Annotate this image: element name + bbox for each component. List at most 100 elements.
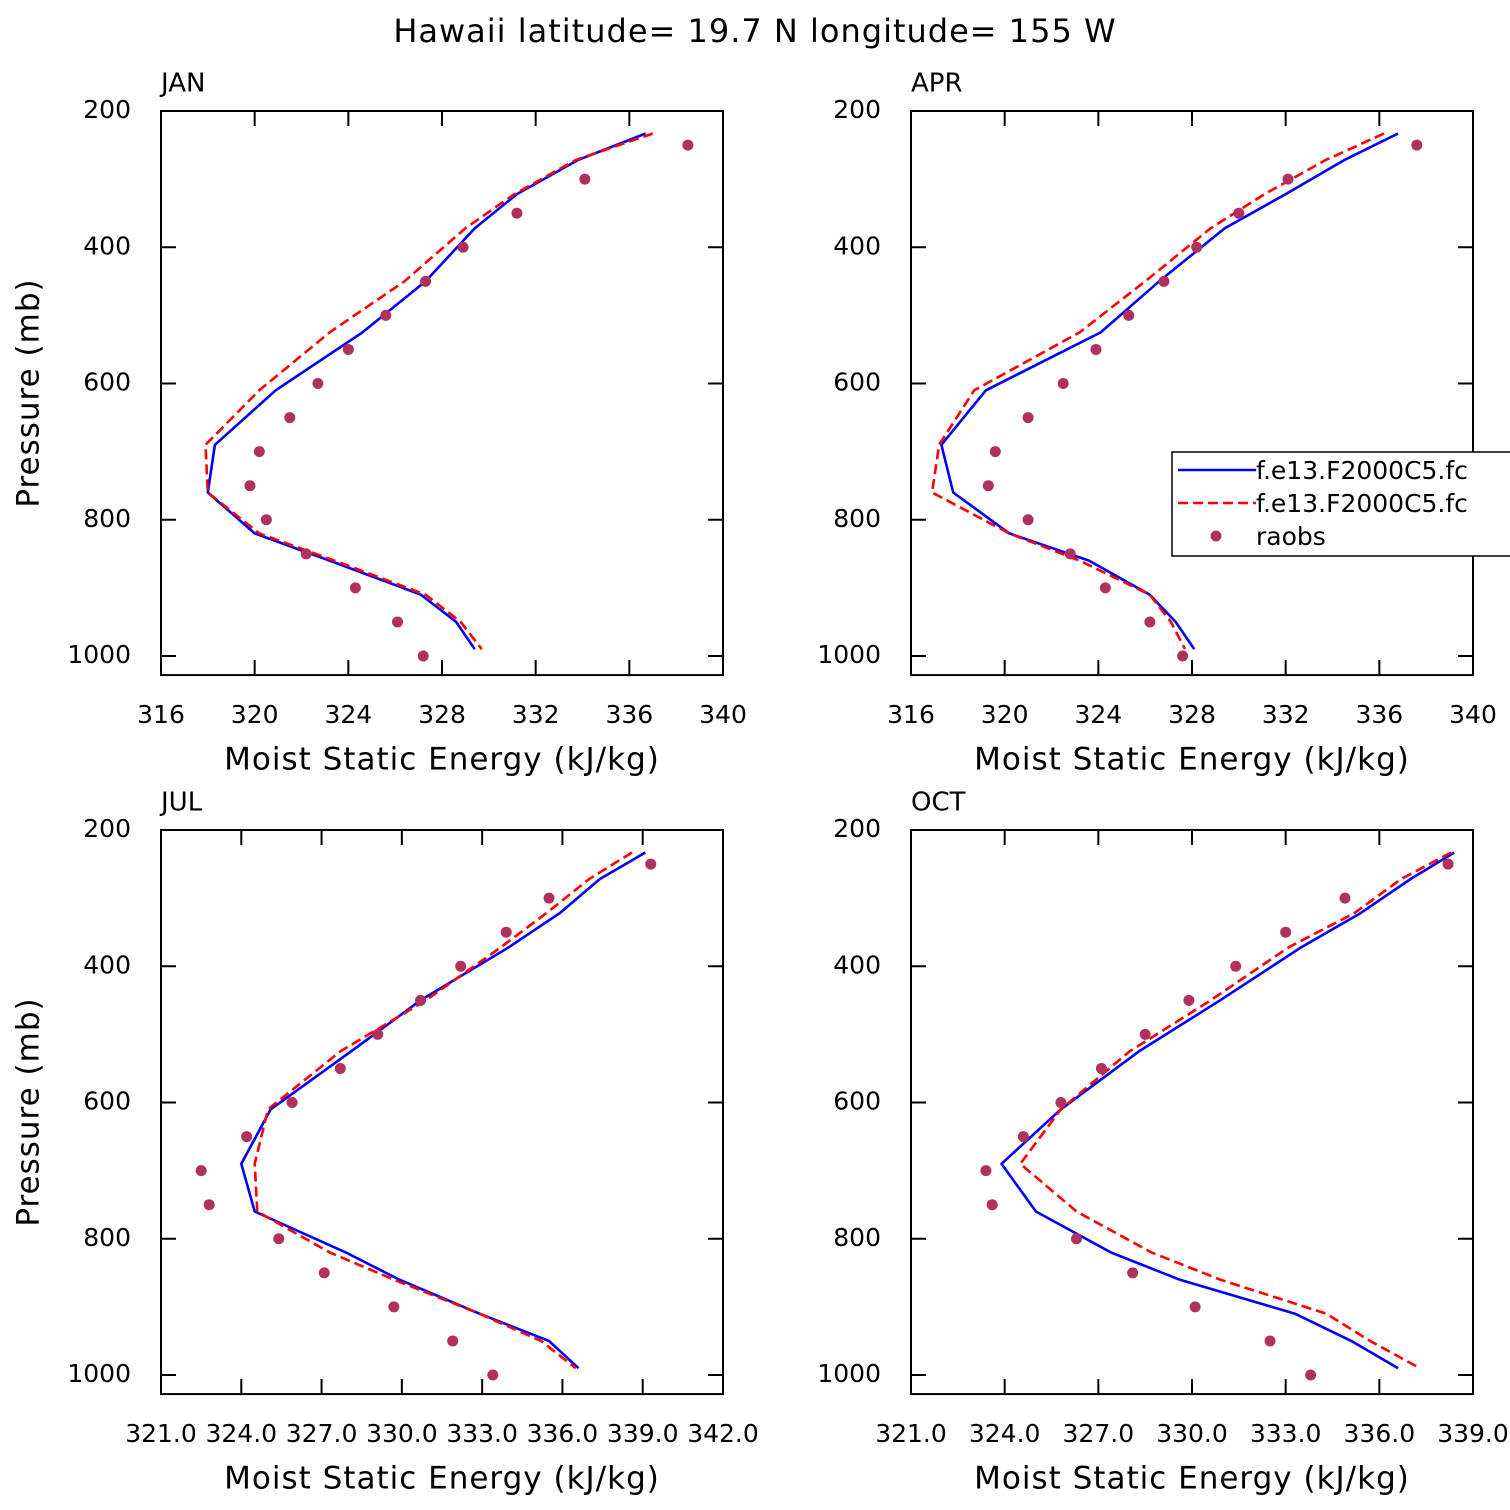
x-tick-label: 324.0	[969, 1419, 1041, 1448]
y-tick-label: 1000	[817, 1359, 881, 1388]
raobs-point	[1057, 378, 1069, 389]
x-tick-label: 330.0	[366, 1419, 438, 1448]
profile-line	[240, 851, 647, 1370]
y-tick-label: 200	[833, 814, 881, 843]
raobs-point	[455, 960, 467, 972]
raobs-point	[1411, 139, 1423, 151]
x-tick-label: 342.0	[687, 1419, 759, 1448]
x-axis-label: Moist Static Energy (kJ/kg)	[224, 1461, 660, 1497]
y-tick-label: 600	[833, 368, 881, 397]
raobs-point	[980, 1165, 992, 1177]
y-tick-label: 800	[833, 504, 881, 533]
raobs-point	[682, 139, 694, 151]
y-tick-label: 600	[83, 368, 131, 397]
raobs-point	[241, 1131, 253, 1143]
panel-title: APR	[911, 69, 963, 99]
raobs-point	[1177, 650, 1189, 662]
raobs-point	[1123, 309, 1135, 321]
raobs-point	[417, 650, 429, 662]
raobs-point	[318, 1267, 330, 1279]
panel-title: JUL	[159, 788, 203, 818]
raobs-point	[284, 412, 296, 424]
legend-label: raobs	[1256, 522, 1326, 551]
raobs-point	[1442, 858, 1454, 870]
raobs-point	[579, 173, 591, 185]
raobs-point	[1305, 1369, 1317, 1381]
y-axis-label: Pressure (mb)	[11, 997, 47, 1226]
raobs-point	[334, 1062, 346, 1074]
panel: JAN 200 400 600 800 1000 316 320 324 328 332 336 340…	[11, 69, 747, 778]
y-tick-label: 400	[83, 950, 131, 979]
raobs-point	[1233, 207, 1245, 219]
profile-line	[253, 851, 633, 1370]
raobs-point	[1064, 548, 1076, 560]
x-tick-label: 330.0	[1156, 1419, 1228, 1448]
plot-frame	[910, 829, 1474, 1396]
profile-line	[1018, 851, 1452, 1370]
raobs-point	[349, 582, 361, 594]
plot-frame	[910, 110, 1474, 677]
raobs-point	[1099, 582, 1111, 594]
x-tick-label: 328	[1168, 700, 1216, 729]
raobs-point	[1189, 1301, 1201, 1313]
panel-title: JAN	[159, 69, 205, 99]
x-tick-label: 328	[418, 700, 466, 729]
raobs-point	[388, 1301, 400, 1313]
raobs-point	[487, 1369, 499, 1381]
raobs-point	[1090, 343, 1102, 355]
raobs-point	[253, 446, 265, 458]
raobs-point	[1264, 1335, 1276, 1347]
profile-line	[930, 132, 1385, 650]
y-tick-label: 200	[83, 814, 131, 843]
plot-frame	[160, 829, 724, 1396]
raobs-point	[260, 514, 272, 526]
x-tick-label: 336.0	[1344, 1419, 1416, 1448]
legend-marker	[1210, 530, 1222, 542]
raobs-point	[420, 275, 432, 287]
x-tick-label: 333.0	[446, 1419, 518, 1448]
x-tick-label: 316	[887, 700, 935, 729]
raobs-point	[1144, 616, 1156, 628]
x-tick-label: 324	[1074, 700, 1122, 729]
panel: OCT 200 400 600 800 1000 321.0 324.0 327.0 330.0 3…	[817, 788, 1508, 1497]
y-tick-label: 1000	[67, 1359, 131, 1388]
y-tick-label: 1000	[817, 640, 881, 669]
x-tick-label: 316	[137, 700, 185, 729]
raobs-point	[342, 343, 354, 355]
y-tick-label: 400	[833, 950, 881, 979]
x-tick-label: 327.0	[1063, 1419, 1135, 1448]
raobs-point	[372, 1028, 384, 1040]
raobs-point	[457, 241, 469, 253]
raobs-point	[1139, 1028, 1151, 1040]
profile-line	[204, 132, 654, 650]
profile-line	[940, 132, 1399, 650]
x-axis-label: Moist Static Energy (kJ/kg)	[224, 742, 660, 778]
raobs-point	[392, 616, 404, 628]
y-tick-label: 400	[83, 231, 131, 260]
raobs-point	[1191, 241, 1203, 253]
legend-label: f.e13.F2000C5.fc	[1256, 456, 1468, 485]
raobs-point	[989, 446, 1001, 458]
raobs-point	[300, 548, 312, 560]
raobs-point	[1070, 1233, 1082, 1245]
x-tick-label: 340	[699, 700, 747, 729]
x-tick-label: 332	[1262, 700, 1310, 729]
x-tick-label: 321.0	[125, 1419, 197, 1448]
raobs-point	[1230, 960, 1242, 972]
raobs-point	[511, 207, 523, 219]
raobs-point	[1183, 994, 1195, 1006]
raobs-point	[1127, 1267, 1139, 1279]
raobs-point	[1158, 275, 1170, 287]
raobs-point	[1055, 1097, 1067, 1108]
legend-label: f.e13.F2000C5.fc	[1256, 489, 1468, 518]
panel: APR 200 400 600 800 1000 316 320 324 328 332 336 340…	[817, 69, 1510, 778]
raobs-point	[1022, 412, 1034, 424]
raobs-point	[1339, 892, 1351, 904]
plot-frame	[160, 110, 724, 677]
raobs-point	[195, 1165, 207, 1177]
x-tick-label: 320	[231, 700, 279, 729]
raobs-point	[447, 1335, 459, 1347]
raobs-point	[982, 480, 994, 492]
y-tick-label: 800	[83, 1223, 131, 1252]
